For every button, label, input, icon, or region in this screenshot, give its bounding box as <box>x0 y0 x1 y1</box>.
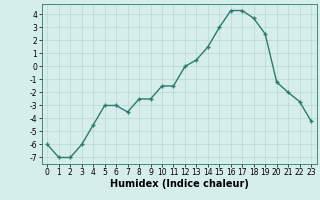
X-axis label: Humidex (Indice chaleur): Humidex (Indice chaleur) <box>110 179 249 189</box>
